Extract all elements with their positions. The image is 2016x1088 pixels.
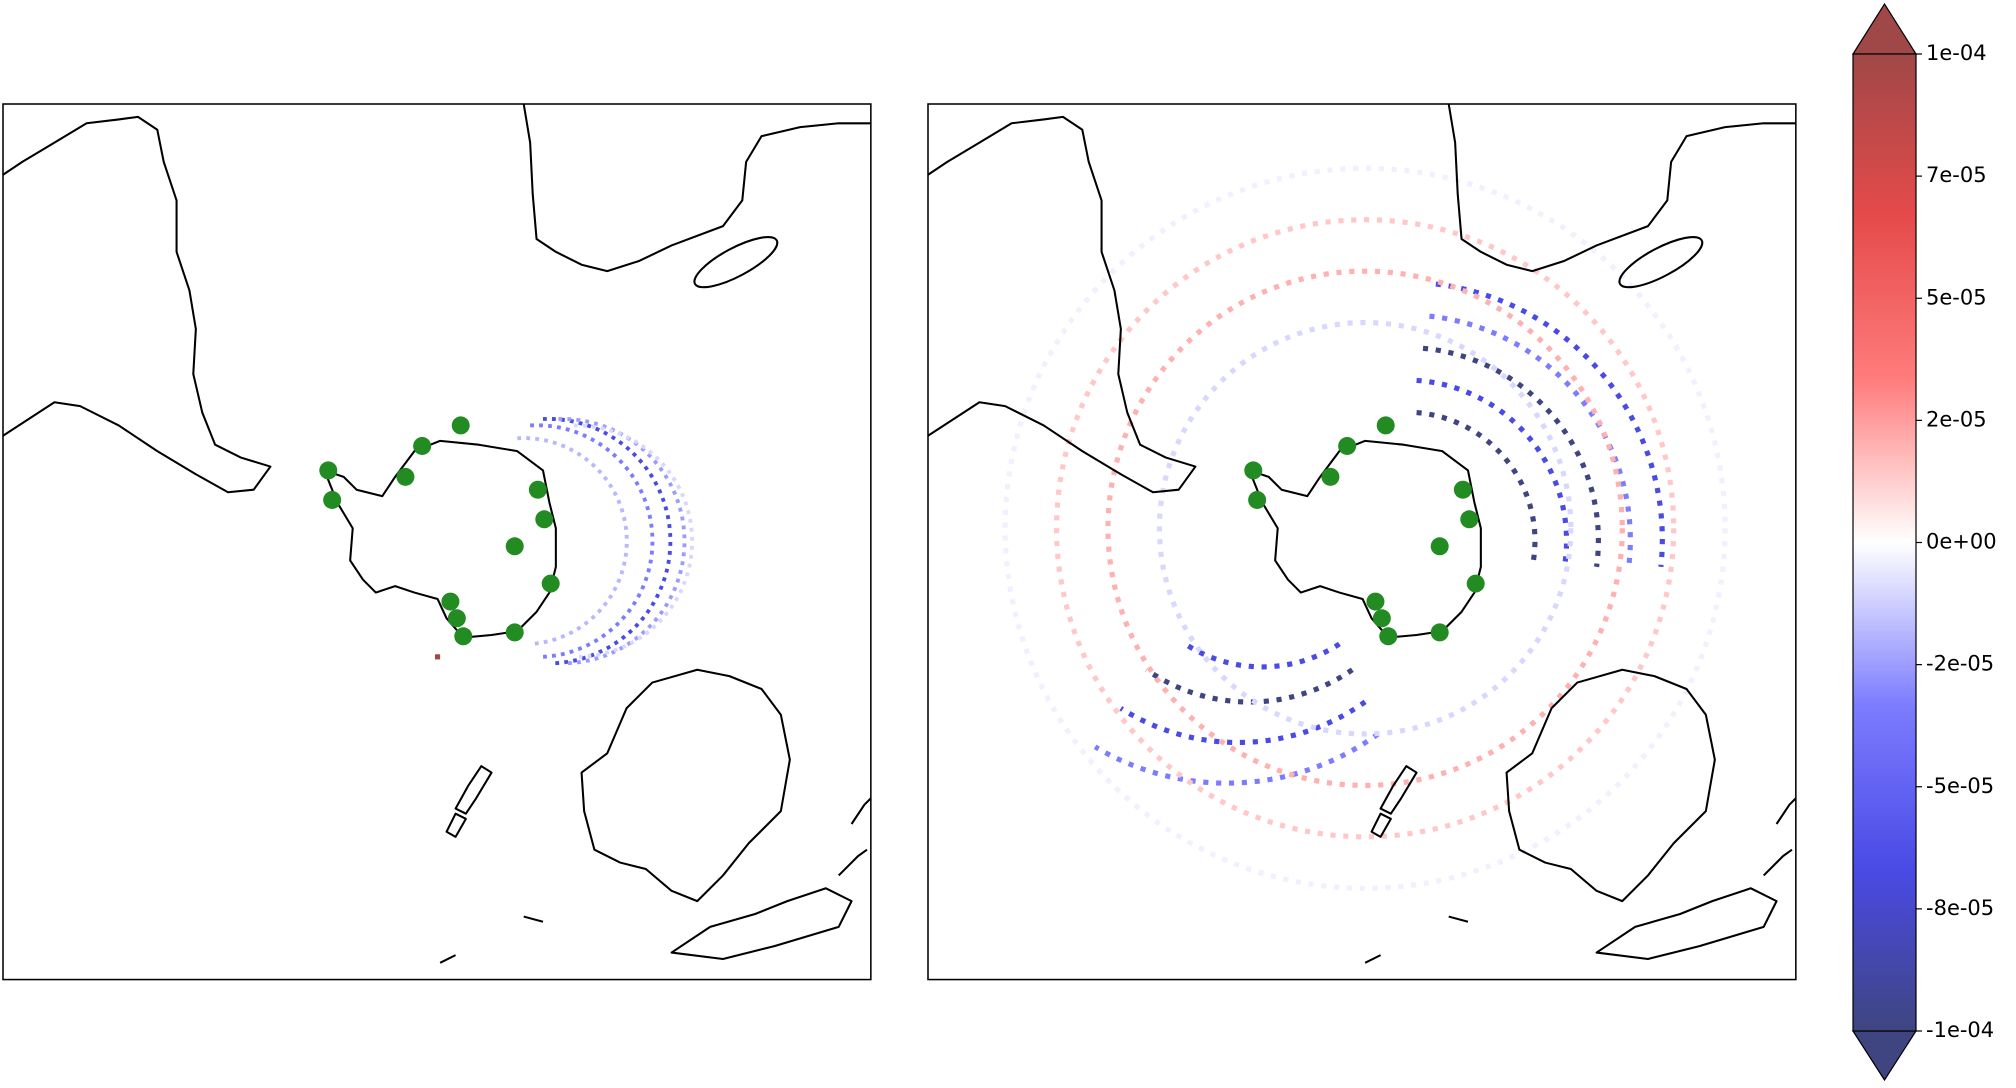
map-frame bbox=[2, 103, 872, 981]
colorbar-tick-label: -5e-05 bbox=[1926, 774, 1994, 798]
map-frame bbox=[927, 103, 1797, 981]
field-cell bbox=[434, 654, 441, 660]
colorbar-tick-label: 1e-04 bbox=[1926, 41, 1987, 65]
colorbar-tick-label: -2e-05 bbox=[1926, 652, 1994, 676]
colorbar-tick-label: -1e-04 bbox=[1926, 1018, 1994, 1042]
colorbar-extend-top bbox=[1851, 2, 1918, 55]
colorbar: -1e-04 -8e-05 -5e-05 -2e-05 0e+00 2e-05 5e-05 7… bbox=[1851, 2, 1997, 1082]
colorbar-tick-label: 2e-05 bbox=[1926, 407, 1987, 431]
colorbar-body bbox=[1852, 53, 1917, 1032]
right-map bbox=[926, 102, 1797, 981]
colorbar-tick-label: 7e-05 bbox=[1926, 163, 1987, 187]
colorbar-extend-bottom bbox=[1851, 1030, 1918, 1082]
colorbar-tick-label: -8e-05 bbox=[1926, 896, 1994, 920]
left-map bbox=[1, 102, 872, 981]
colorbar-tick-label: 5e-05 bbox=[1926, 285, 1987, 309]
field-pattern bbox=[517, 417, 695, 666]
colorbar-tick-label: 0e+00 bbox=[1926, 530, 1997, 554]
